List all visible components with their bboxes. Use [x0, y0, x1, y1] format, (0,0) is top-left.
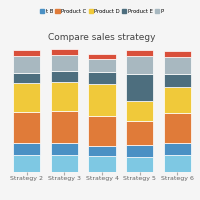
Title: Compare sales strategy: Compare sales strategy — [48, 33, 156, 42]
Bar — [13, 155, 40, 172]
Bar — [164, 143, 191, 155]
Bar — [164, 57, 191, 74]
Bar — [51, 143, 78, 155]
Bar — [126, 50, 153, 56]
Bar — [51, 155, 78, 172]
Bar — [88, 59, 116, 72]
Bar — [164, 155, 191, 172]
Bar — [13, 50, 40, 56]
Bar — [88, 156, 116, 172]
Bar — [164, 87, 191, 113]
Bar — [13, 112, 40, 143]
Bar — [88, 54, 116, 59]
Bar — [51, 49, 78, 55]
Bar — [51, 111, 78, 143]
Bar — [126, 121, 153, 145]
Bar — [13, 73, 40, 83]
Bar — [51, 55, 78, 71]
Bar — [13, 56, 40, 73]
Bar — [13, 143, 40, 155]
Bar — [13, 83, 40, 112]
Bar — [126, 157, 153, 172]
Bar — [51, 82, 78, 111]
Legend: t B, Product C, Product D, Product E, P: t B, Product C, Product D, Product E, P — [40, 8, 164, 14]
Bar — [51, 71, 78, 82]
Bar — [126, 74, 153, 101]
Bar — [126, 56, 153, 74]
Bar — [88, 84, 116, 116]
Bar — [164, 113, 191, 143]
Bar — [88, 116, 116, 146]
Bar — [164, 51, 191, 57]
Bar — [126, 101, 153, 121]
Bar — [126, 145, 153, 157]
Bar — [164, 74, 191, 87]
Bar — [88, 146, 116, 156]
Bar — [88, 72, 116, 84]
